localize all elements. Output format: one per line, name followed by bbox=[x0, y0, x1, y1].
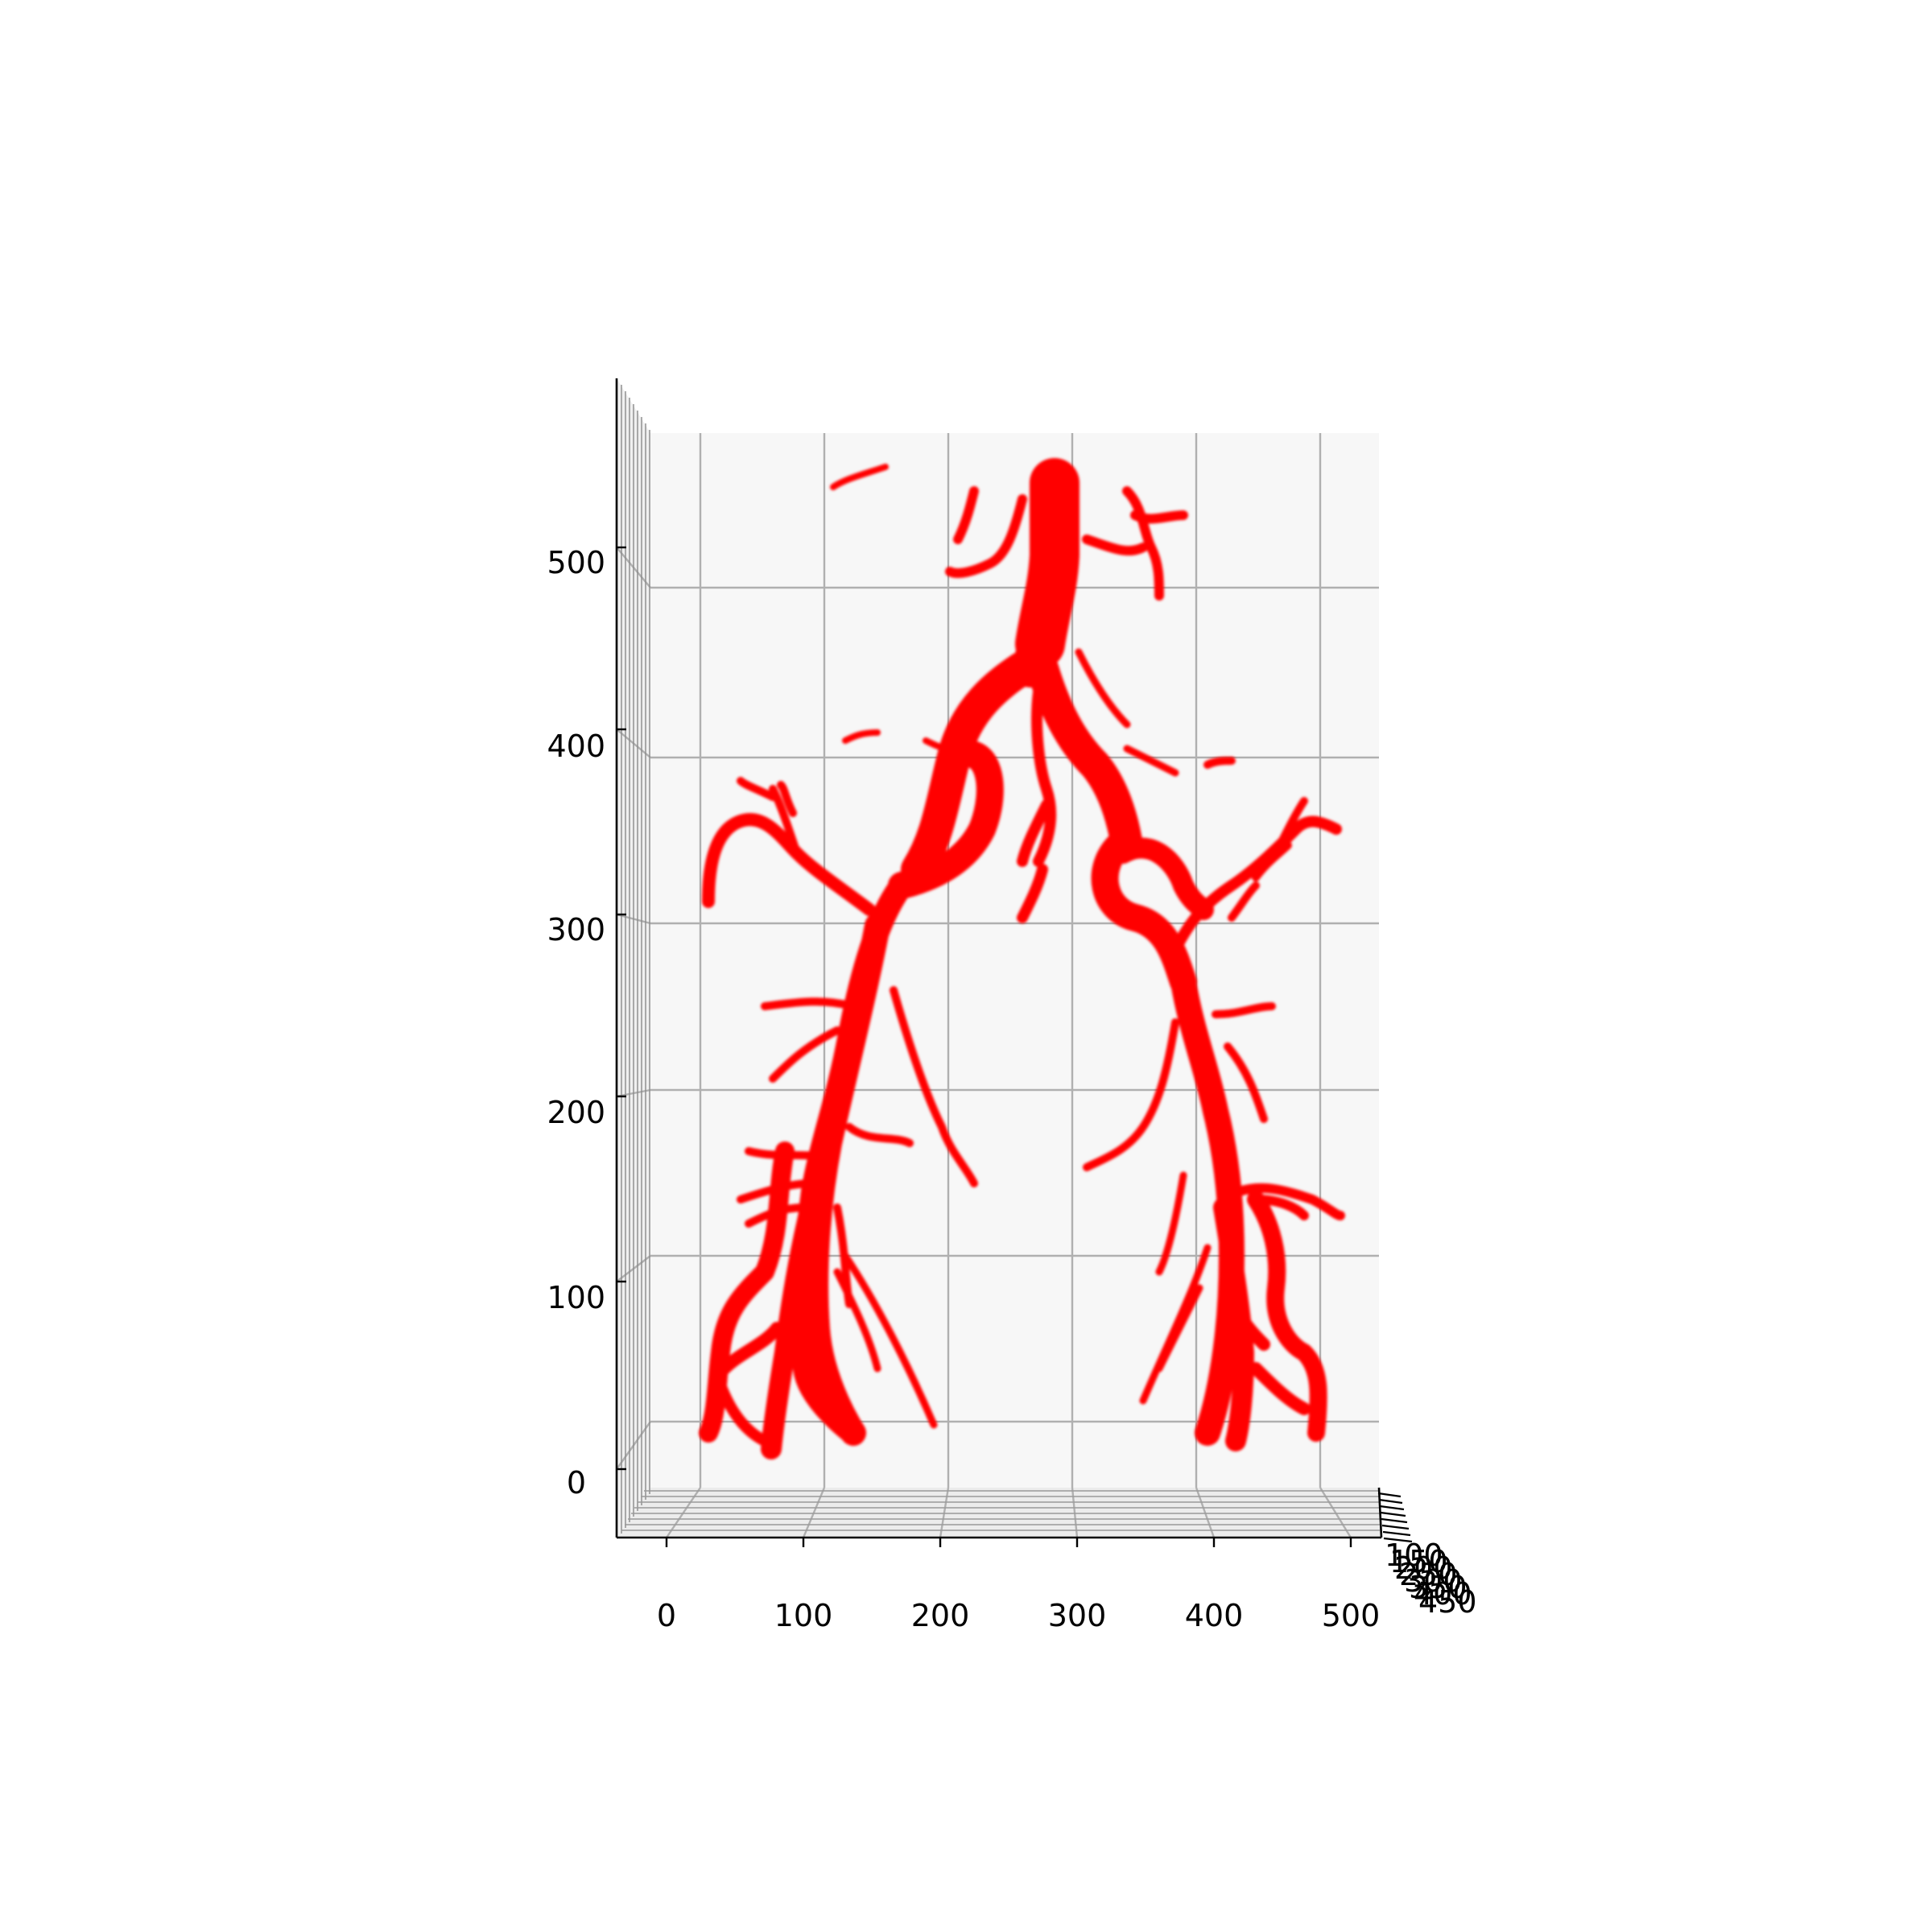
right-branch-a bbox=[1228, 797, 1308, 922]
left-profunda bbox=[699, 1141, 795, 1443]
tick-marks bbox=[617, 546, 1413, 1547]
z-tick-label: 200 bbox=[547, 1095, 605, 1130]
left-obturator bbox=[890, 986, 978, 1187]
axes-frame bbox=[615, 378, 1383, 1539]
y-tick-mark bbox=[1382, 1530, 1411, 1537]
y-tick-mark bbox=[1381, 1517, 1408, 1524]
upper-branch-right-2 bbox=[1075, 648, 1179, 777]
right-branch-b bbox=[1212, 1002, 1276, 1123]
x-tick-label: 200 bbox=[911, 1598, 970, 1633]
upper-fragment-2 bbox=[842, 729, 953, 752]
left-iliac-loop bbox=[888, 740, 1004, 899]
right-femoral bbox=[1213, 1197, 1254, 1451]
z-tick-label: 400 bbox=[547, 729, 605, 764]
x-tick-label: 0 bbox=[657, 1598, 676, 1633]
aorta bbox=[1015, 458, 1080, 669]
y-tick-label: 250 bbox=[1399, 1557, 1458, 1592]
right-external-iliac bbox=[1170, 969, 1245, 1446]
right-common-iliac bbox=[1026, 652, 1143, 861]
x-tick-label: 100 bbox=[774, 1598, 833, 1633]
median-vessel bbox=[1017, 687, 1057, 923]
z-tick-label: 300 bbox=[547, 912, 605, 947]
x-tick-label: 500 bbox=[1322, 1598, 1381, 1633]
y-tick-label: 350 bbox=[1409, 1570, 1468, 1605]
back-pane bbox=[650, 433, 1379, 1488]
right-branch-c bbox=[1235, 1183, 1345, 1220]
left-branch-e bbox=[833, 1252, 938, 1429]
left-internal-iliac bbox=[702, 813, 876, 916]
y-tick-mark bbox=[1380, 1511, 1406, 1517]
left-branch-c bbox=[737, 1147, 837, 1228]
y-tick-mark bbox=[1377, 1492, 1402, 1498]
y-tick-label: 200 bbox=[1394, 1550, 1453, 1586]
left-branch-a bbox=[737, 777, 801, 857]
right-obturator bbox=[1083, 1018, 1179, 1171]
right-iliac-loop bbox=[1091, 832, 1197, 996]
y-tick-mark bbox=[1379, 1505, 1405, 1511]
right-branch-d bbox=[1139, 1171, 1212, 1405]
y-axis-labels: 100 150 200 250 300 350 400 450 bbox=[1385, 1538, 1477, 1620]
y-tick-label: 150 bbox=[1389, 1544, 1448, 1579]
left-deep-femoral bbox=[761, 1157, 832, 1459]
upper-fragment-1 bbox=[830, 464, 889, 490]
right-iliac-loop-top bbox=[1113, 837, 1214, 920]
z-tick-label: 500 bbox=[547, 545, 605, 580]
y-tick-label: 300 bbox=[1404, 1563, 1463, 1599]
y-tick-label: 100 bbox=[1385, 1538, 1443, 1573]
x-tick-label: 400 bbox=[1185, 1598, 1244, 1633]
left-profunda-branch bbox=[718, 1322, 783, 1375]
z-tick-label: 0 bbox=[567, 1465, 586, 1501]
y-tick-label: 450 bbox=[1418, 1584, 1477, 1620]
x-axis-labels: 0 100 200 300 400 500 bbox=[657, 1598, 1380, 1633]
left-profunda-branch-2 bbox=[715, 1379, 770, 1447]
right-profunda-branch bbox=[1225, 1298, 1311, 1415]
z-tick-label: 100 bbox=[547, 1280, 605, 1315]
y-tick-mark bbox=[1381, 1524, 1410, 1530]
upper-branch-left bbox=[945, 486, 1027, 578]
upper-fragment-3 bbox=[1203, 757, 1236, 769]
y-tick-label: 400 bbox=[1414, 1576, 1472, 1612]
z-axis-labels: 0 100 200 300 400 500 bbox=[547, 545, 605, 1501]
upper-branch-right bbox=[1082, 486, 1188, 601]
x-tick-label: 300 bbox=[1048, 1598, 1107, 1633]
left-branch-b bbox=[761, 997, 857, 1083]
y-tick-mark bbox=[1383, 1537, 1413, 1543]
right-profunda bbox=[1247, 1191, 1327, 1442]
right-internal-iliac bbox=[1170, 815, 1342, 956]
vessel-tree bbox=[699, 458, 1345, 1459]
y-tick-mark bbox=[1378, 1498, 1403, 1505]
